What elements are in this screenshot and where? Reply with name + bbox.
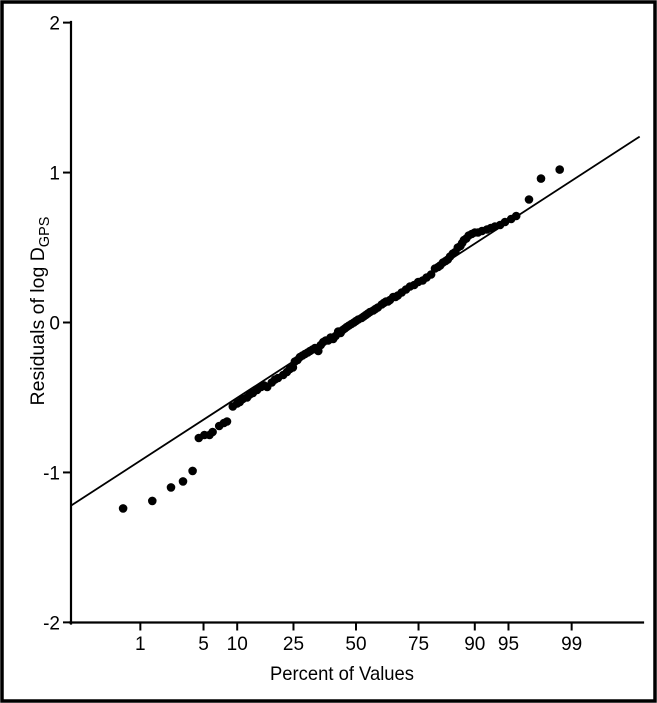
- y-tick-label: -2: [43, 613, 60, 634]
- x-tick-label: 10: [227, 634, 248, 655]
- y-tick-label: 1: [49, 164, 60, 185]
- x-tick-label: 75: [408, 634, 429, 655]
- x-tick-label: 1: [135, 634, 146, 655]
- scatter-point: [188, 466, 197, 476]
- scatter-point: [148, 496, 157, 506]
- scatter-point: [536, 174, 546, 183]
- scatter-point: [178, 477, 188, 486]
- y-axis-title-group: Residuals of log DGPS: [27, 217, 53, 406]
- y-tick-labels: 2 1 0 -1 -2: [43, 14, 60, 635]
- x-tick-label: 25: [283, 634, 304, 655]
- x-tick-label: 99: [561, 634, 582, 655]
- y-axis-title-main: Residuals of log D: [27, 247, 49, 405]
- scatter-point: [511, 211, 521, 221]
- x-axis-title: Percent of Values: [270, 663, 414, 685]
- scatter-point: [208, 427, 217, 437]
- y-axis-title: Residuals of log DGPS: [27, 217, 53, 406]
- x-tick-label: 50: [345, 634, 366, 655]
- x-tick-label: 5: [198, 634, 209, 655]
- scatter-point: [222, 417, 232, 426]
- scatter-point: [166, 483, 176, 492]
- scatter-point: [555, 165, 564, 174]
- y-tick-label: 0: [49, 314, 60, 335]
- data-points: [118, 165, 564, 513]
- x-tick-label: 95: [498, 634, 519, 655]
- axes: [63, 20, 645, 631]
- y-tick-label: -1: [43, 463, 60, 484]
- x-tick-label: 90: [464, 634, 485, 655]
- y-tick-label: 2: [49, 14, 60, 35]
- y-axis-title-subscript: GPS: [37, 217, 53, 248]
- scatter-point: [524, 195, 534, 204]
- scatter-point: [118, 504, 128, 513]
- x-tick-labels: 1 5 10 25 50 75 90 95 99: [135, 634, 582, 655]
